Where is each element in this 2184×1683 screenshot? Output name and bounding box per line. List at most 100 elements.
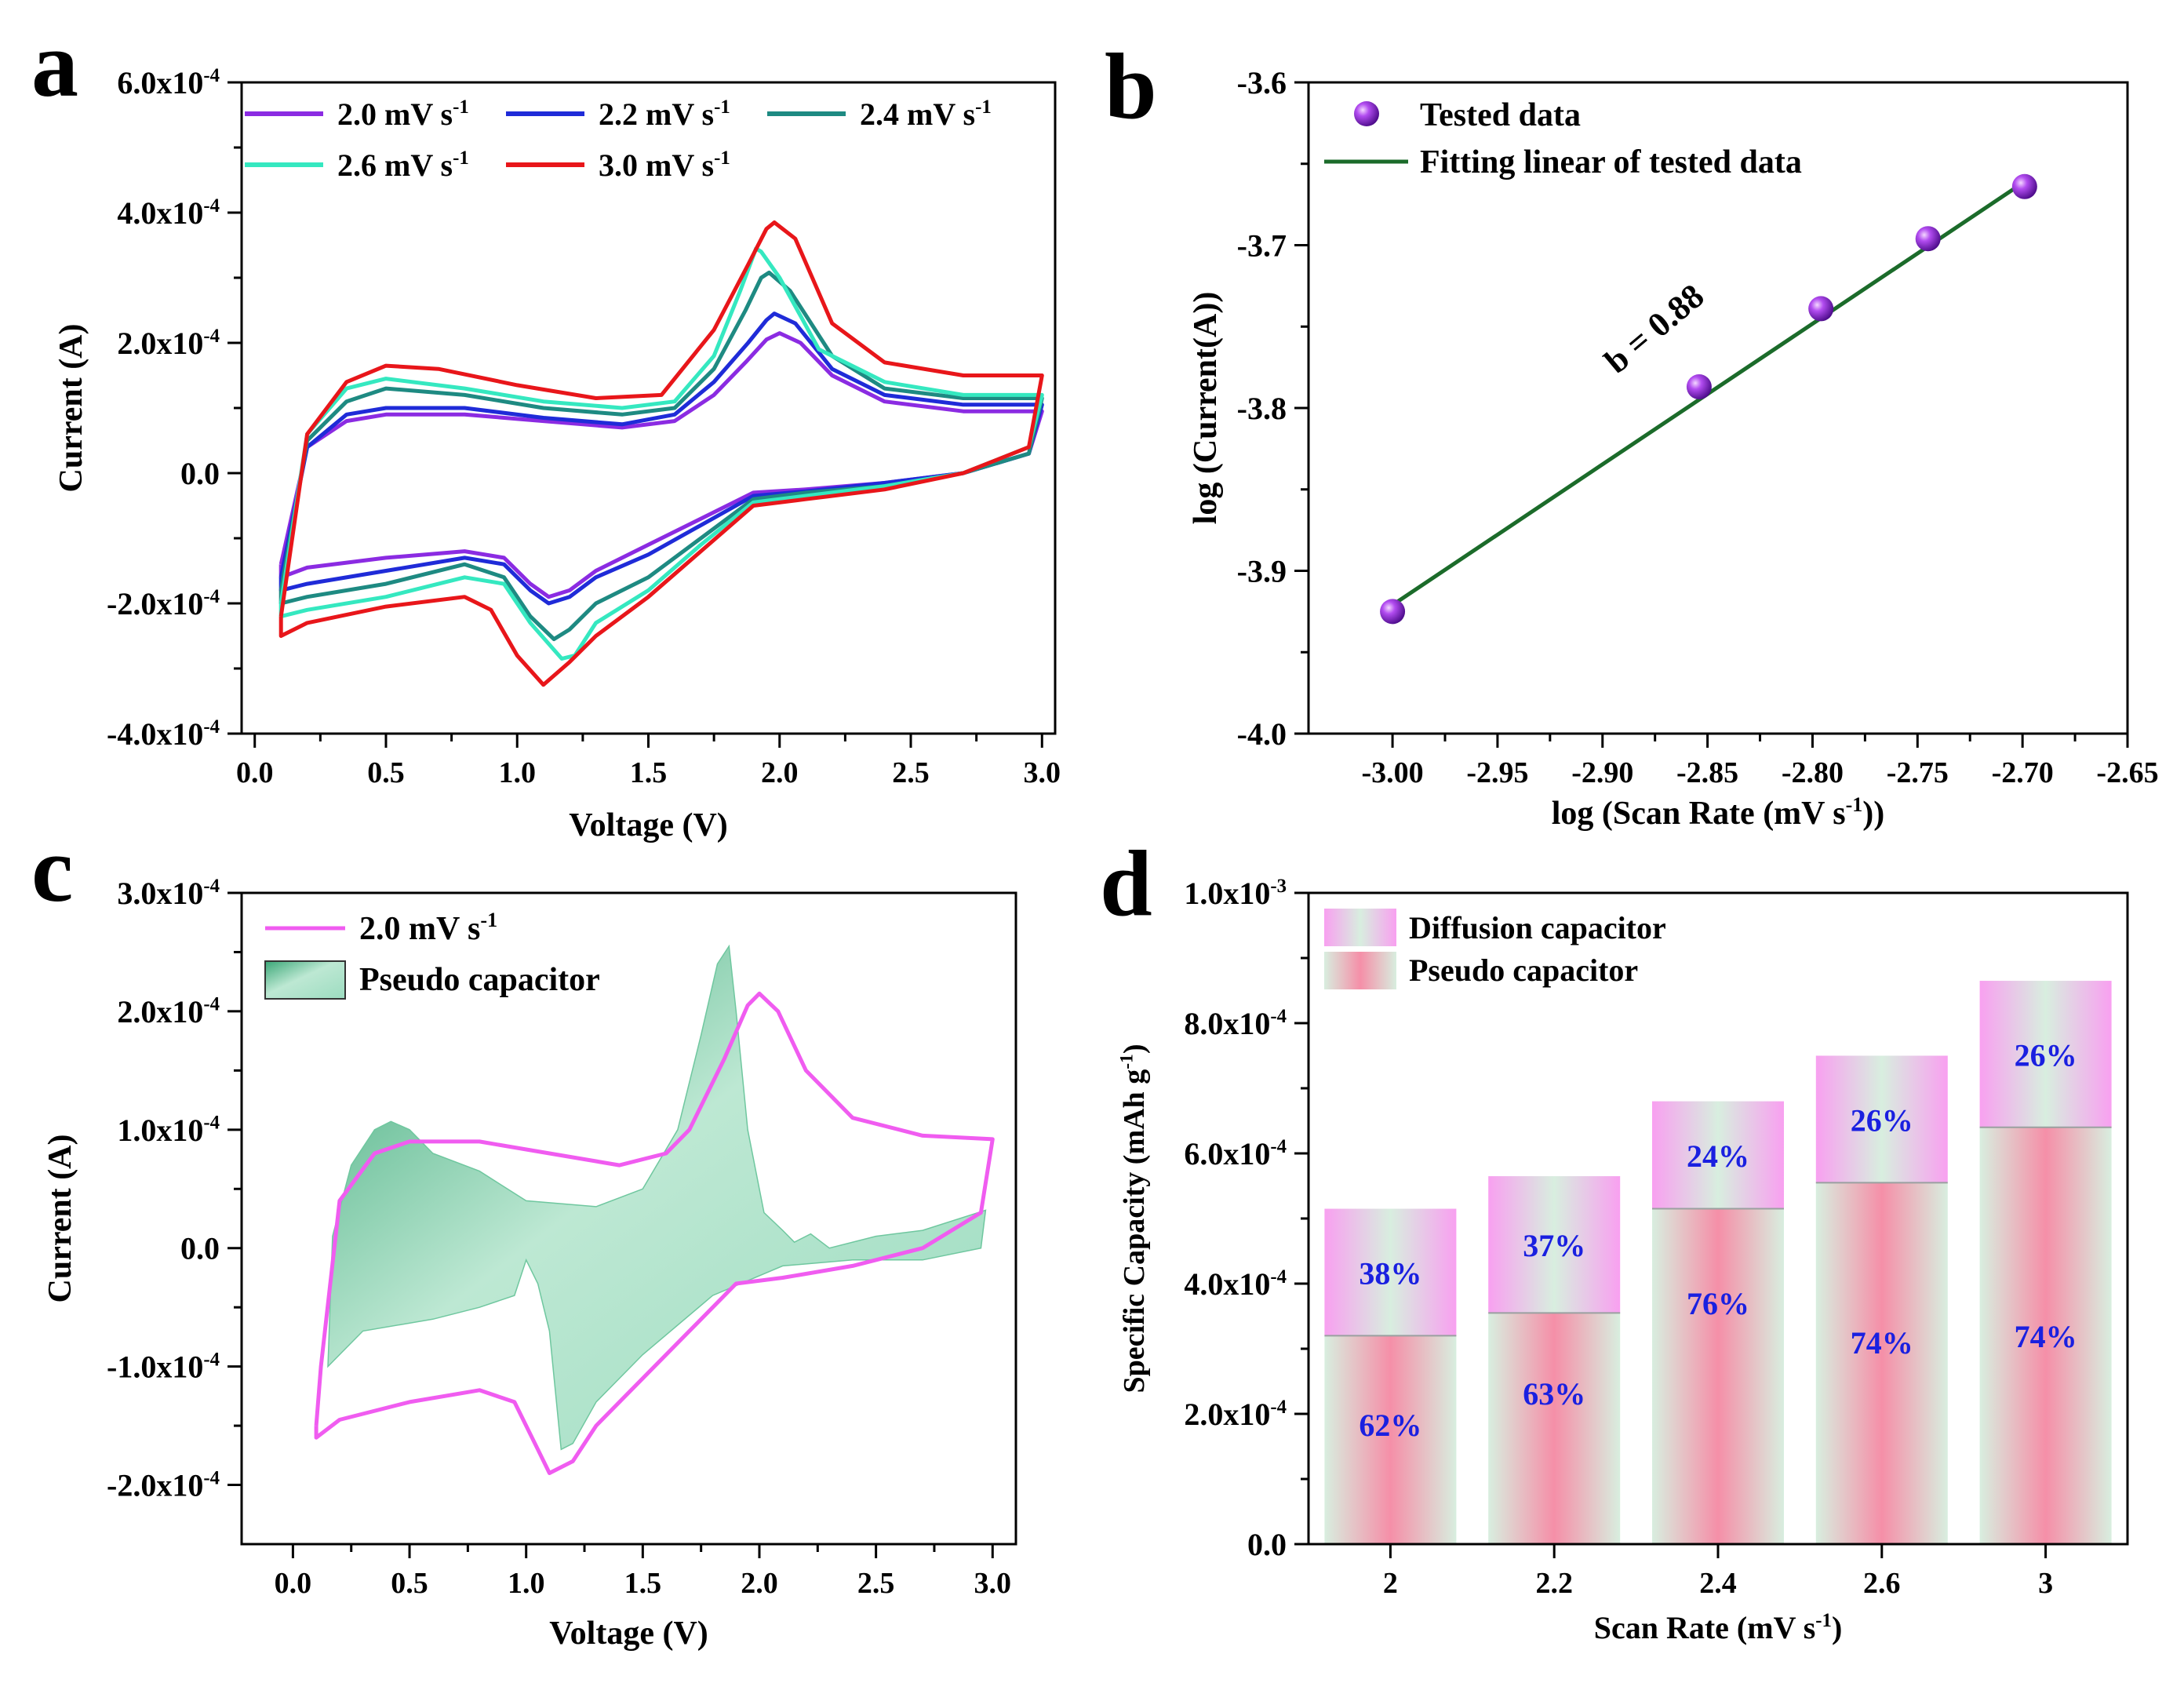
legend-label-a-1-sup: -1 xyxy=(714,97,730,118)
percent-pseudo-0: 62% xyxy=(1359,1408,1421,1443)
x-tick-label-c-0: 0.0 xyxy=(275,1567,312,1600)
panel-letter-a: a xyxy=(31,12,78,116)
y-tick-label-c-1-sup: -4 xyxy=(203,1349,220,1370)
y-tick-label-d-4-sup: -4 xyxy=(1270,1006,1287,1027)
legend-label-a-2-main: 2.4 mV s xyxy=(860,97,975,132)
x-tick-label-b-6: -2.70 xyxy=(1992,756,2054,789)
x-tick-label-d-0: 2 xyxy=(1383,1567,1398,1600)
panel-letter-b: b xyxy=(1105,34,1157,138)
y-tick-label-a-1-sup: -4 xyxy=(203,586,220,607)
pseudo-capacitor-area-c xyxy=(327,944,987,1451)
y-tick-label-a-5: 6.0x10-4 xyxy=(117,65,220,100)
panel-a: 0.0 0.5 1.0 1.5 2.0 2.5 3.0-4.0x10-4-2.0x10-40… xyxy=(53,65,1061,843)
x-tick-label-a-2: 1.0 xyxy=(498,756,536,789)
percent-pseudo-2: 76% xyxy=(1687,1286,1749,1321)
legend-label-c-0: 2.0 mV s-1 xyxy=(359,909,497,947)
cv-curve-a-3 xyxy=(278,246,1044,661)
panel-letter-c: c xyxy=(31,817,73,921)
x-tick-label-b-7: -2.65 xyxy=(2096,756,2158,789)
legend-label-a-1-main: 2.2 mV s xyxy=(599,97,714,132)
legend-label-a-0: 2.0 mV s-1 xyxy=(337,97,469,132)
y-tick-label-b-4: -3.6 xyxy=(1237,65,1287,100)
x-tick-label-d-2: 2.4 xyxy=(1699,1567,1737,1600)
cv-curve-a-4 xyxy=(278,220,1044,687)
y-tick-label-d-3-sup: -4 xyxy=(1270,1136,1287,1157)
y-tick-label-c-4: 2.0x10-4 xyxy=(117,994,220,1029)
legend-marker-b-0 xyxy=(1354,101,1379,126)
x-axis-label-d: Scan Rate (mV s-1) xyxy=(1594,1610,1843,1645)
y-tick-label-a-4: 4.0x10-4 xyxy=(117,195,220,231)
legend-label-c-0-sup: -1 xyxy=(480,909,497,931)
legend-label-c-0-main: 2.0 mV s xyxy=(359,911,480,947)
y-axis-label-a: Current (A) xyxy=(53,323,89,492)
x-tick-label-c-2: 1.0 xyxy=(508,1567,545,1600)
y-tick-label-d-0: 0.0 xyxy=(1247,1527,1287,1562)
x-tick-label-c-3: 1.5 xyxy=(624,1567,662,1600)
y-tick-label-c-1-main: -1.0x10 xyxy=(107,1350,203,1385)
y-tick-label-a-5-sup: -4 xyxy=(203,65,220,86)
legend-label-a-3-main: 2.6 mV s xyxy=(337,148,453,183)
y-tick-label-d-2-main: 4.0x10 xyxy=(1184,1266,1270,1302)
y-tick-label-c-5-sup: -4 xyxy=(203,876,220,897)
bar-diffusion-4 xyxy=(1979,981,2112,1127)
y-tick-label-d-4: 8.0x10-4 xyxy=(1184,1006,1287,1041)
legend-swatch-d-1 xyxy=(1324,952,1396,989)
cv-curve-a-0 xyxy=(278,331,1044,599)
y-tick-label-d-1-sup: -4 xyxy=(1270,1397,1287,1418)
y-tick-label-d-5-main: 1.0x10 xyxy=(1184,876,1270,911)
y-tick-label-b-2: -3.8 xyxy=(1237,391,1287,426)
percent-diffusion-0: 38% xyxy=(1359,1255,1421,1291)
percent-diffusion-3: 26% xyxy=(1851,1102,1913,1138)
y-tick-label-d-2-sup: -4 xyxy=(1270,1266,1287,1288)
y-tick-label-a-2-main: 0.0 xyxy=(180,456,220,491)
legend-label-a-0-sup: -1 xyxy=(453,97,469,118)
bar-diffusion-1 xyxy=(1488,1176,1621,1313)
percent-pseudo-1: 63% xyxy=(1523,1376,1585,1412)
axes-c-frame xyxy=(240,891,1017,1546)
percent-diffusion-4: 26% xyxy=(2015,1037,2077,1073)
y-tick-label-c-3-main: 1.0x10 xyxy=(117,1113,203,1148)
y-tick-label-a-0: -4.0x10-4 xyxy=(107,716,220,752)
bar-pseudo-4 xyxy=(1979,1127,2112,1544)
data-point-b-3 xyxy=(1915,226,1941,252)
y-tick-label-c-2-main: 0.0 xyxy=(180,1231,220,1266)
y-tick-label-b-1: -3.9 xyxy=(1237,554,1287,589)
legend-label-d-1: Pseudo capacitor xyxy=(1409,953,1638,988)
y-tick-label-c-4-sup: -4 xyxy=(203,994,220,1015)
y-axis-label-d-sup: -1 xyxy=(1117,1054,1138,1069)
panel-letter-d: d xyxy=(1100,831,1152,935)
y-tick-label-d-5: 1.0x10-3 xyxy=(1184,876,1287,911)
cv-curve-c xyxy=(314,991,995,1475)
x-tick-label-c-6: 3.0 xyxy=(974,1567,1012,1600)
percent-pseudo-3: 74% xyxy=(1851,1325,1913,1361)
x-axis-label-c: Voltage (V) xyxy=(549,1616,708,1652)
y-axis-label-c: Current (A) xyxy=(42,1134,78,1302)
legend-label-a-4-sup: -1 xyxy=(714,148,730,169)
x-tick-label-a-1: 0.5 xyxy=(367,756,405,789)
y-tick-label-c-3: 1.0x10-4 xyxy=(117,1113,220,1148)
legend-label-d-0: Diffusion capacitor xyxy=(1409,910,1666,945)
legend-swatch-d-0 xyxy=(1324,909,1396,946)
bar-diffusion-2 xyxy=(1652,1101,1784,1209)
y-tick-label-a-3-sup: -4 xyxy=(203,326,220,347)
x-tick-label-b-2: -2.90 xyxy=(1571,756,1633,789)
x-axis-label-b-tail: )) xyxy=(1862,796,1884,832)
x-tick-label-b-5: -2.75 xyxy=(1887,756,1949,789)
panel-b: -3.00 -2.95 -2.90 -2.85 -2.80 -2.75 -2.70 -2.65… xyxy=(1188,65,2159,832)
y-tick-label-b-0: -4.0 xyxy=(1237,716,1287,752)
bar-pseudo-0 xyxy=(1324,1335,1457,1544)
legend-label-a-2: 2.4 mV s-1 xyxy=(860,97,992,132)
y-axis-label-b: log (Current(A)) xyxy=(1188,292,1224,525)
y-tick-label-a-4-sup: -4 xyxy=(203,195,220,217)
y-tick-label-a-0-main: -4.0x10 xyxy=(107,716,203,752)
legend-label-a-1: 2.2 mV s-1 xyxy=(599,97,730,132)
data-point-b-2 xyxy=(1808,296,1834,322)
y-tick-label-d-1-main: 2.0x10 xyxy=(1184,1397,1270,1432)
y-tick-label-a-2: 0.0 xyxy=(180,456,220,491)
y-tick-label-c-2: 0.0 xyxy=(180,1231,220,1266)
y-tick-label-d-2: 4.0x10-4 xyxy=(1184,1266,1287,1302)
x-axis-label-d-main: Scan Rate (mV s xyxy=(1594,1610,1816,1645)
y-tick-label-c-5: 3.0x10-4 xyxy=(117,876,220,911)
x-tick-label-a-0: 0.0 xyxy=(236,756,274,789)
y-tick-label-d-3-main: 6.0x10 xyxy=(1184,1136,1270,1171)
